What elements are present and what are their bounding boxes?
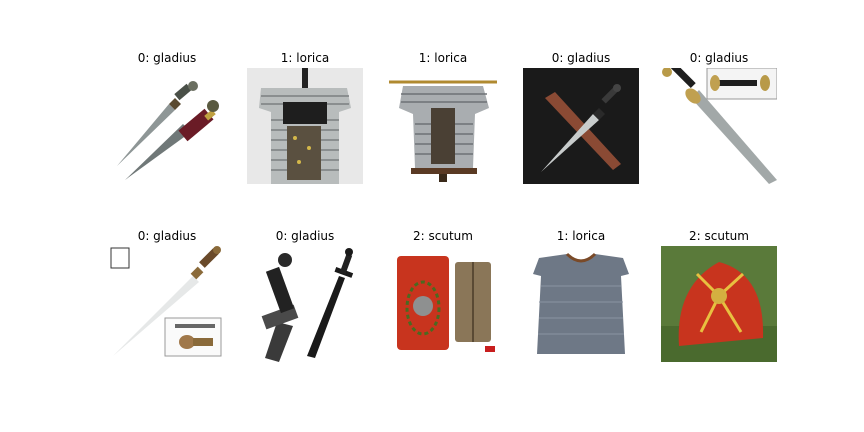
lorica-chainmail-icon <box>523 246 639 362</box>
scutum-shield-icon <box>661 246 777 362</box>
gladius-sword-icon <box>109 246 225 362</box>
tile-label: 0: gladius <box>689 51 749 65</box>
tile-label: 1: lorica <box>280 51 330 65</box>
tile-label: 0: gladius <box>551 51 611 65</box>
gladius-sword-icon <box>523 68 639 184</box>
tile-label: 0: gladius <box>137 229 197 243</box>
gladius-sword-icon <box>247 246 363 362</box>
scutum-shield-icon <box>385 246 501 362</box>
tile-label: 2: scutum <box>413 229 473 243</box>
lorica-armor-icon <box>247 68 363 184</box>
lorica-armor-icon <box>385 68 501 184</box>
tile-label: 1: lorica <box>418 51 468 65</box>
tile-label: 0: gladius <box>137 51 197 65</box>
tile-label: 1: lorica <box>556 229 606 243</box>
tile-label: 2: scutum <box>689 229 749 243</box>
tile-label: 0: gladius <box>275 229 335 243</box>
gladius-sword-icon <box>661 68 777 184</box>
gladius-sword-icon <box>109 68 225 184</box>
